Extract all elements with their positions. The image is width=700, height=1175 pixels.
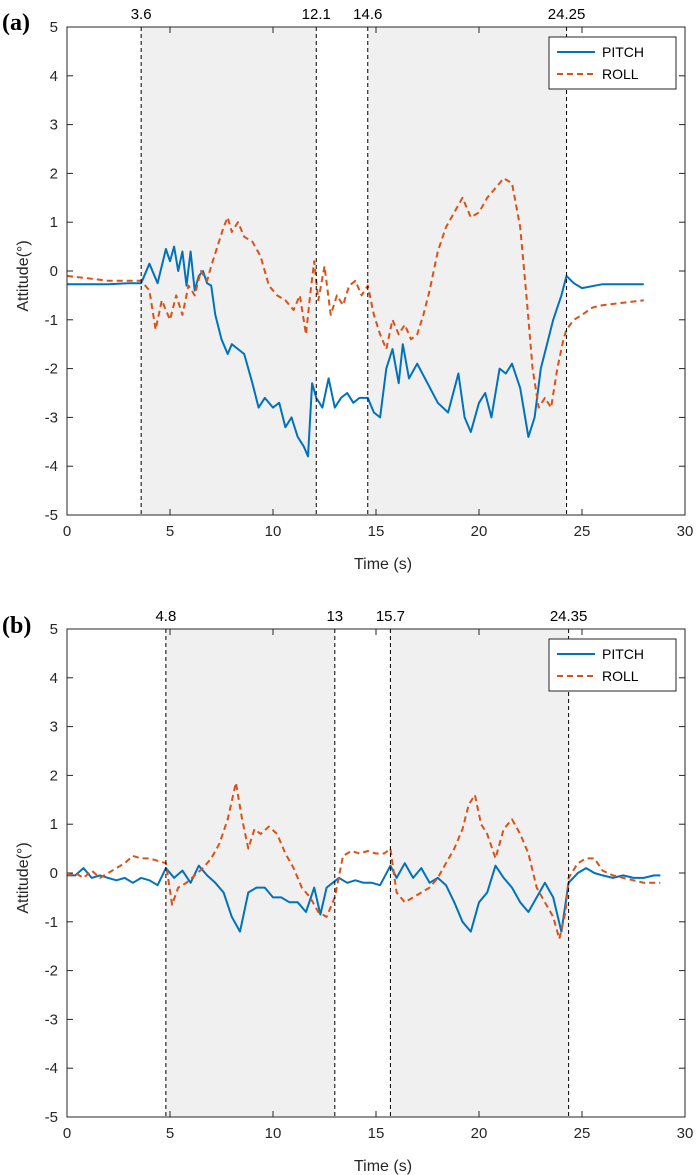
y-tick-label: 4 [50, 68, 58, 85]
x-tick-label: 15 [368, 1125, 385, 1142]
y-tick-label: -1 [45, 312, 58, 329]
y-tick-label: -3 [45, 409, 58, 426]
shaded-interval [165, 629, 335, 1117]
x-tick-label: 15 [368, 523, 385, 540]
chart-panel-a: 3.6 12.1 14.6 24.250 5 10 15 20 25 30-5-4-3-2-101… [2, 6, 693, 573]
y-tick-label: -3 [45, 1011, 58, 1028]
y-tick-label: -5 [45, 507, 58, 524]
y-axis-label: Attitude(°) [15, 240, 32, 311]
vline-label: 15.7 [376, 608, 405, 625]
vline-label: 24.35 [550, 608, 588, 625]
y-tick-label: 2 [50, 165, 58, 182]
x-axis-label: Time (s) [354, 556, 412, 573]
legend-box [548, 36, 677, 90]
vline-label: 24.25 [548, 6, 586, 23]
x-tick-label: 10 [265, 523, 282, 540]
x-tick-label: 25 [574, 523, 591, 540]
vline-label: 14.6 [353, 6, 382, 23]
y-tick-label: 5 [50, 621, 58, 638]
shaded-interval [367, 27, 567, 515]
panel-label: (b) [2, 613, 31, 639]
y-tick-label: -1 [45, 914, 58, 931]
x-axis-label: Time (s) [354, 1158, 412, 1175]
y-tick-label: 0 [50, 865, 58, 882]
x-tick-label: 30 [677, 523, 694, 540]
y-tick-label: -2 [45, 361, 58, 378]
y-tick-label: -4 [45, 458, 58, 475]
shaded-interval [141, 27, 317, 515]
series-line-roll [66, 177, 644, 409]
x-tick-label: 0 [63, 1125, 71, 1142]
panel-label: (a) [2, 10, 30, 36]
series-line-pitch [67, 245, 644, 458]
y-tick-label: 0 [50, 263, 58, 280]
vline-label: 4.8 [155, 608, 176, 625]
y-tick-label: 2 [50, 767, 58, 784]
y-tick-label: 1 [50, 816, 58, 833]
y-tick-label: 3 [50, 719, 58, 736]
y-tick-label: -2 [45, 963, 58, 980]
x-tick-label: 10 [265, 1125, 282, 1142]
legend-label-roll: ROLL [602, 668, 639, 684]
vline-label: 3.6 [131, 6, 152, 23]
legend-label-pitch: PITCH [602, 44, 644, 60]
x-tick-label: 5 [166, 523, 174, 540]
vline-label: 12.1 [302, 6, 331, 23]
x-tick-label: 30 [677, 1125, 694, 1142]
chart-panel-b: 4.8 13 15.7 24.35 0 5 10 15 20 25 30 -5 -4 -3 -2 -1 0 1 2 3… [2, 608, 693, 1175]
x-tick-label: 5 [166, 1125, 174, 1142]
y-axis-label: Attitude(°) [15, 842, 32, 913]
x-tick-label: 25 [574, 1125, 591, 1142]
x-tick-label: 20 [471, 1125, 488, 1142]
plot-area [67, 629, 685, 1117]
y-tick-label: 3 [50, 117, 58, 134]
y-tick-label: 4 [50, 670, 58, 687]
x-tick-label: 0 [63, 523, 71, 540]
y-tick-label: 1 [50, 214, 58, 231]
shaded-interval [390, 629, 569, 1117]
y-tick-label: 5 [50, 19, 58, 36]
vline-label: 13 [326, 608, 343, 625]
series-line-roll [66, 781, 661, 940]
legend-label-pitch: PITCH [602, 646, 644, 662]
legend-box [548, 638, 677, 692]
legend-label-roll: ROLL [602, 66, 639, 82]
y-tick-label: -4 [45, 1060, 58, 1077]
x-tick-label: 20 [471, 523, 488, 540]
y-tick-label: -5 [45, 1109, 58, 1126]
